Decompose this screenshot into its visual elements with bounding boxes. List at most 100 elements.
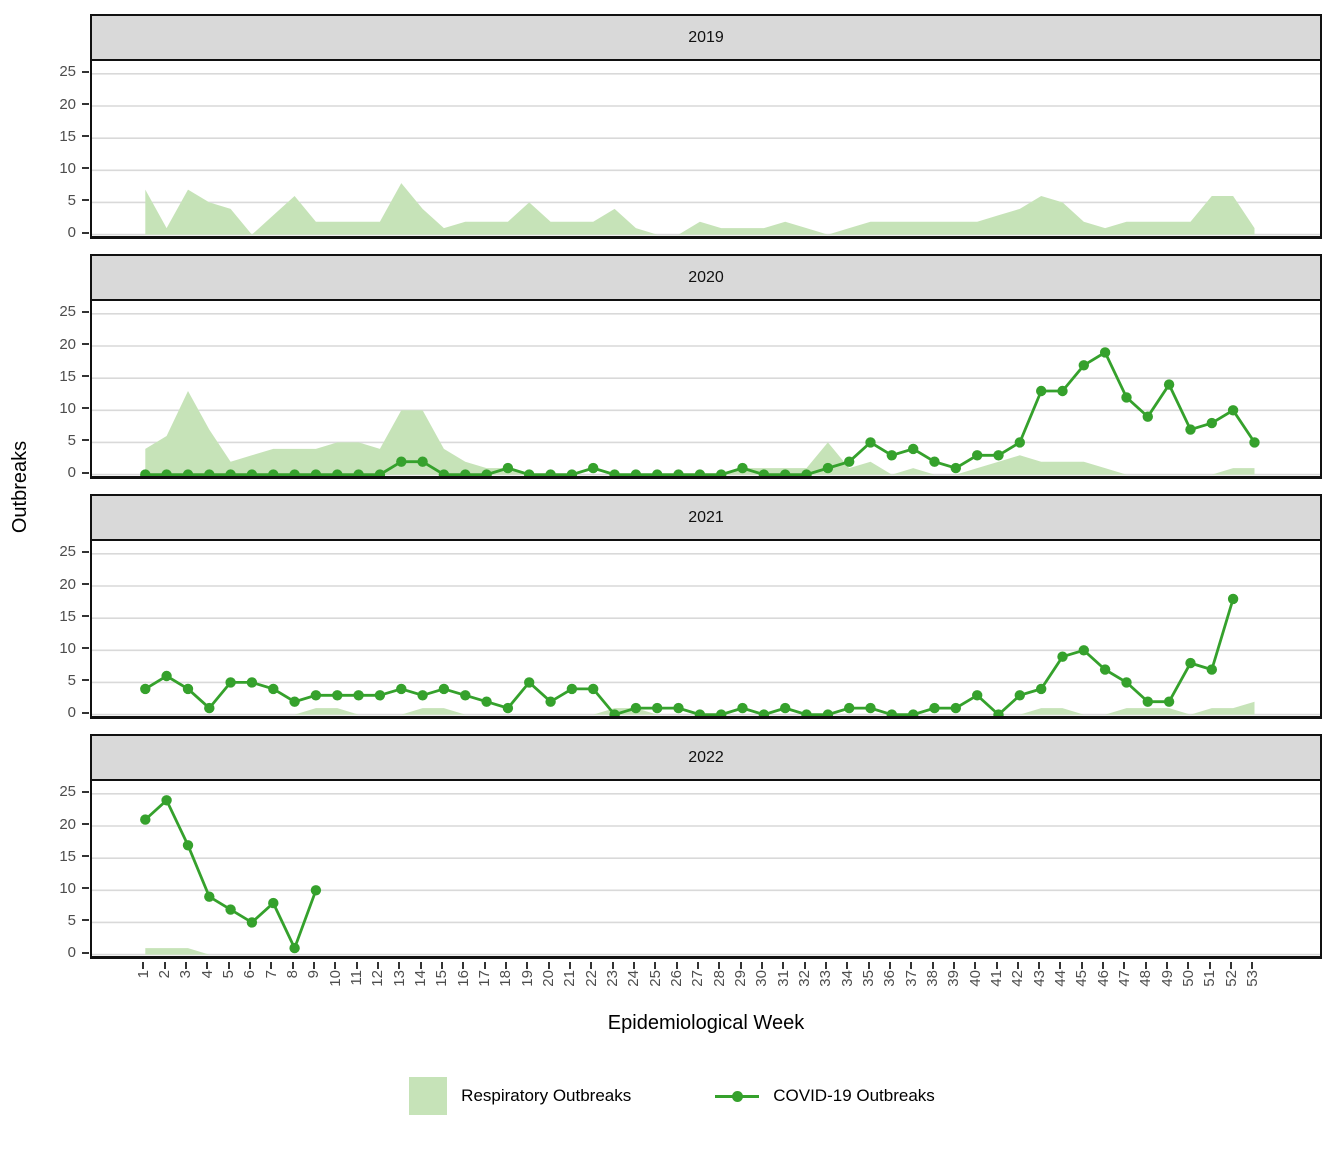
respiratory-area	[145, 391, 1255, 475]
covid-point	[822, 709, 834, 716]
x-tick-mark	[1144, 962, 1147, 969]
x-tick-label: 31	[774, 970, 792, 987]
x-tick-label: 20	[540, 970, 558, 987]
x-tick-label: 49	[1158, 970, 1176, 987]
covid-point	[1249, 437, 1260, 448]
plot-panel-2022	[90, 779, 1322, 959]
y-tick-mark	[82, 439, 89, 442]
x-tick-mark	[974, 962, 977, 969]
covid-point	[929, 456, 940, 467]
covid-point	[801, 709, 812, 716]
y-tick-mark	[82, 615, 89, 618]
y-tick-mark	[82, 583, 89, 585]
covid-point	[566, 683, 578, 695]
covid-point	[780, 702, 791, 714]
x-tick-label: 8	[284, 970, 302, 979]
x-tick-mark	[1038, 962, 1041, 969]
covid-line	[144, 598, 1235, 716]
x-tick-mark	[1080, 962, 1083, 969]
y-tick-label: 0	[67, 704, 76, 722]
x-tick-mark	[931, 962, 934, 969]
y-tick-label: 10	[59, 399, 76, 417]
x-tick-mark	[355, 962, 358, 969]
covid-point	[140, 469, 151, 476]
covid-point	[609, 469, 620, 476]
covid-point	[950, 702, 961, 714]
x-tick-label: 16	[454, 970, 472, 987]
x-tick-label: 23	[604, 970, 622, 987]
covid-point	[1057, 385, 1068, 397]
x-tick-mark	[547, 962, 550, 969]
covid-point	[182, 840, 194, 851]
covid-point	[161, 469, 172, 476]
x-tick-label: 2	[156, 970, 174, 979]
x-tick-label: 48	[1137, 970, 1155, 987]
y-tick-label: 15	[59, 847, 76, 865]
covid-point	[1142, 696, 1154, 707]
covid-point	[353, 690, 364, 701]
covid-point	[1206, 664, 1218, 675]
covid-point	[481, 469, 492, 476]
x-tick-mark	[782, 962, 785, 969]
y-tick-mark	[82, 167, 89, 170]
y-tick-label: 0	[67, 944, 76, 962]
y-tick-label: 20	[59, 335, 76, 353]
covid-point	[1121, 677, 1132, 688]
covid-point	[1121, 392, 1132, 403]
x-tick-label: 46	[1094, 970, 1112, 987]
covid-point	[246, 917, 258, 928]
x-tick-label: 21	[561, 970, 579, 987]
x-tick-label: 44	[1051, 970, 1069, 987]
covid-point	[673, 702, 684, 714]
x-tick-mark	[867, 962, 870, 969]
covid-point	[289, 696, 300, 707]
x-tick-mark	[1123, 962, 1126, 969]
covid-point	[332, 690, 343, 701]
legend-item-respiratory: Respiratory Outbreaks	[409, 1077, 631, 1115]
y-tick-mark	[82, 135, 89, 138]
facet-title-2021: 2021	[688, 508, 724, 526]
x-tick-label: 5	[220, 970, 238, 979]
x-tick-mark	[462, 962, 465, 969]
x-tick-mark	[590, 962, 593, 969]
covid-point	[246, 469, 258, 476]
legend-item-covid: COVID-19 Outbreaks	[715, 1077, 935, 1115]
x-tick-label: 6	[241, 970, 259, 979]
x-tick-label: 12	[369, 970, 387, 987]
x-tick-mark	[696, 962, 699, 969]
facet-strip-2021: 2021	[90, 494, 1322, 539]
legend-label-covid: COVID-19 Outbreaks	[773, 1086, 935, 1105]
covid-point	[268, 897, 279, 909]
covid-point	[417, 690, 428, 701]
x-tick-mark	[248, 962, 251, 969]
covid-point	[374, 469, 386, 476]
x-tick-label: 24	[625, 970, 643, 987]
x-tick-mark	[952, 962, 955, 969]
covid-point	[886, 450, 897, 461]
covid-point	[225, 904, 236, 915]
covid-point	[225, 677, 236, 688]
x-tick-mark	[910, 962, 913, 969]
x-tick-mark	[1251, 962, 1254, 969]
covid-point	[1014, 690, 1025, 701]
x-tick-mark	[398, 962, 401, 969]
x-tick-mark	[568, 962, 571, 969]
y-tick-mark	[82, 343, 89, 345]
covid-point	[374, 690, 386, 701]
covid-point	[566, 469, 578, 476]
x-tick-mark	[142, 962, 145, 969]
y-tick-mark	[82, 823, 89, 825]
x-tick-label: 30	[753, 970, 771, 987]
covid-point	[353, 469, 364, 476]
covid-point	[204, 702, 215, 714]
x-tick-label: 29	[732, 970, 750, 987]
x-tick-label: 53	[1243, 970, 1261, 987]
x-tick-label: 25	[646, 970, 664, 987]
x-tick-label: 13	[390, 970, 408, 987]
facet-2020: 2020	[90, 254, 1322, 479]
y-tick-mark	[82, 231, 89, 234]
covid-point	[609, 709, 620, 716]
covid-point	[652, 469, 663, 476]
y-tick-mark	[82, 70, 89, 73]
